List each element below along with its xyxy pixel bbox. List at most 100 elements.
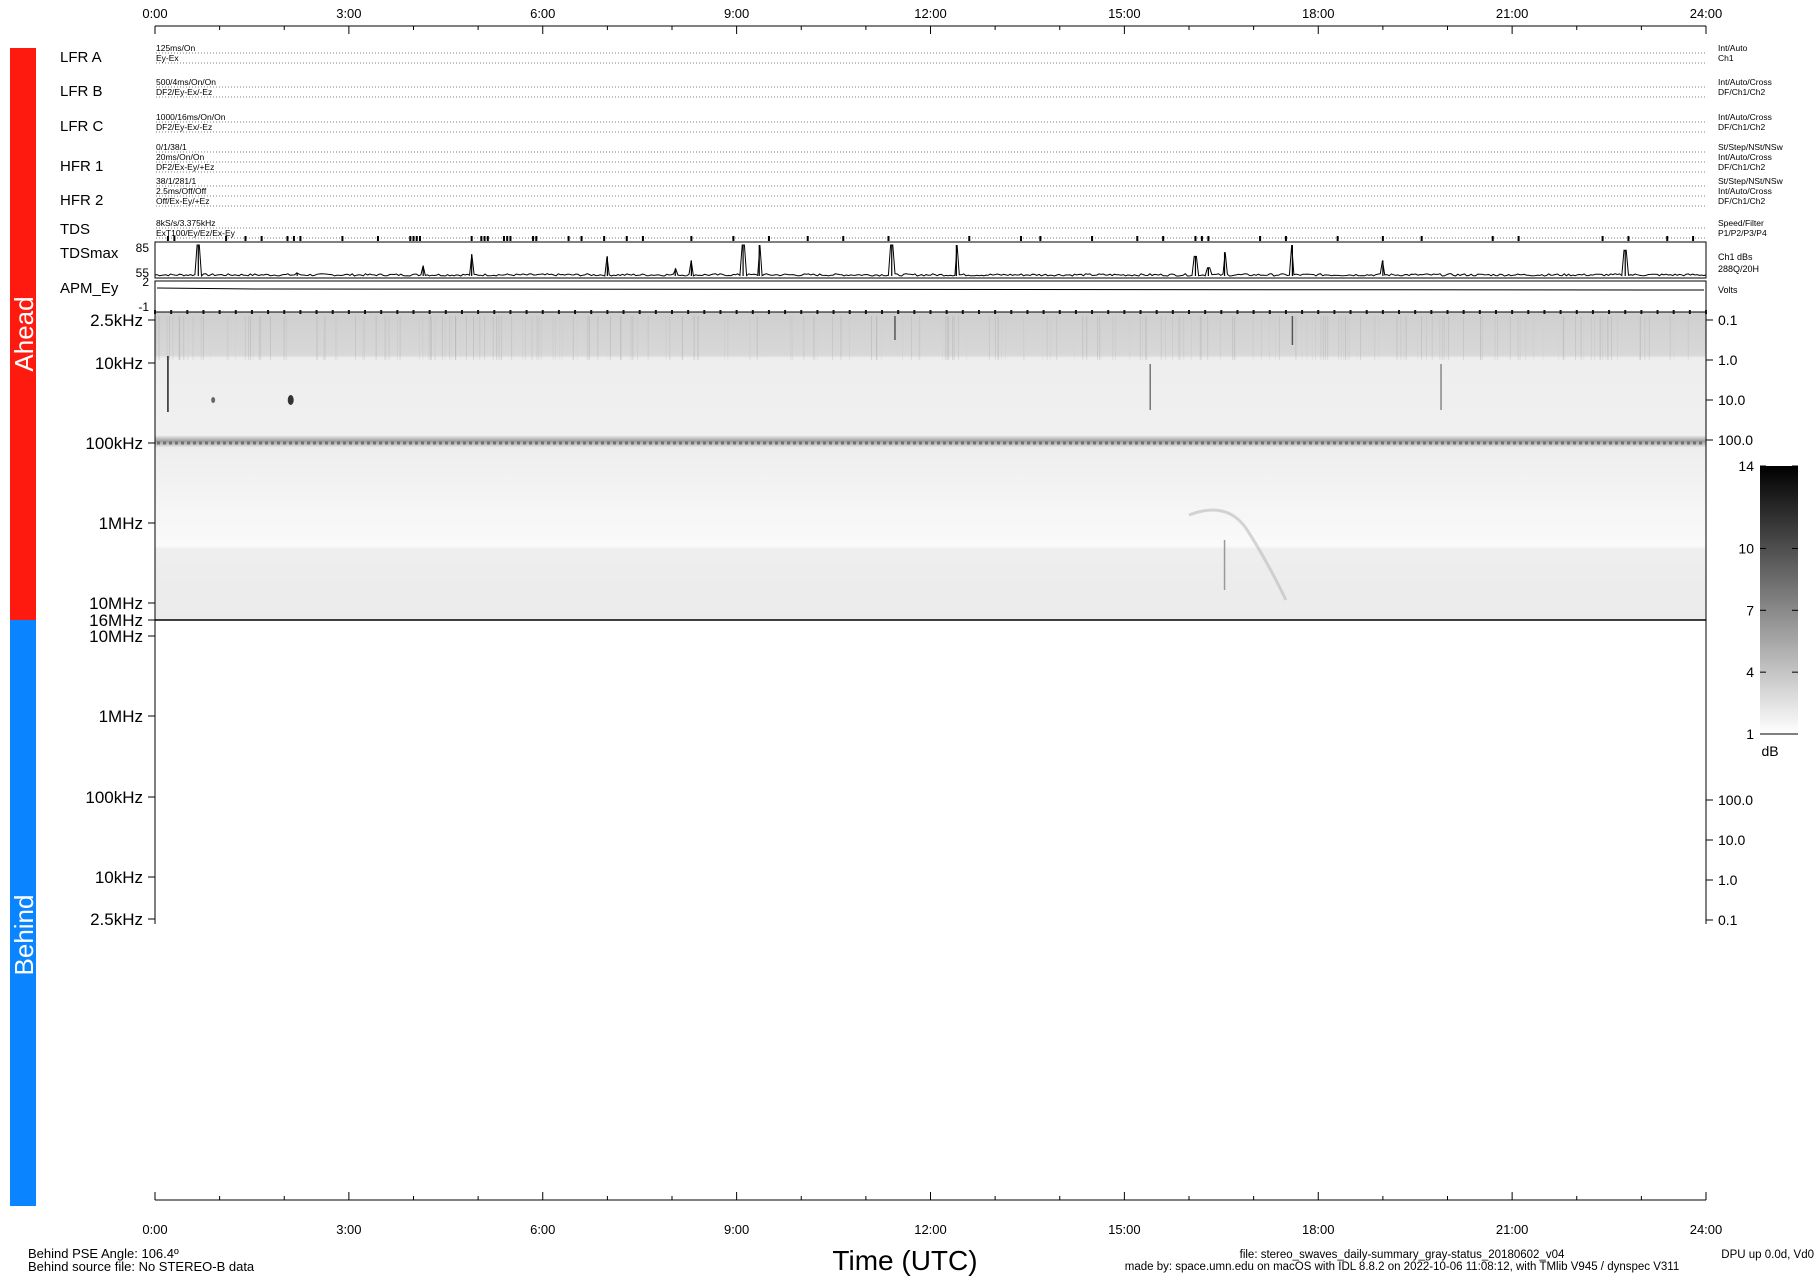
spectrogram-time-mark: [444, 310, 447, 314]
spectrogram-time-mark: [1575, 310, 1578, 314]
spectrogram-time-mark: [1091, 310, 1094, 314]
spectrogram-time-mark: [1705, 310, 1707, 314]
spectrogram-time-mark: [719, 310, 722, 314]
spectrogram-time-mark: [1446, 310, 1449, 314]
tds-event-mark: [412, 236, 415, 241]
top-time-axis: 0:00 3:00 6:00 9:00 12:00 15:00 18:00 21:00 24:0…: [142, 6, 1722, 34]
receiver-right-setting: St/Step/NSt/NSw: [1718, 176, 1784, 186]
receiver-right-setting: Ch1: [1718, 53, 1734, 63]
tds-event-mark: [1207, 236, 1210, 241]
receiver-name: HFR 2: [60, 192, 103, 209]
apm-trace: [156, 287, 1705, 291]
receiver-left-setting: 20ms/On/On: [156, 152, 204, 162]
spectrogram-time-mark: [234, 310, 237, 314]
apm-right-label: Volts: [1718, 285, 1738, 295]
tds-event-mark: [480, 236, 483, 241]
spectrogram-time-mark: [687, 310, 690, 314]
behind-freq-label: 10MHz: [89, 627, 143, 646]
spectrogram-time-mark: [1398, 310, 1401, 314]
receiver-right-setting: Int/Auto/Cross: [1718, 186, 1772, 196]
behind-right-label: 100.0: [1718, 792, 1753, 808]
spectrogram-time-mark: [267, 310, 270, 314]
behind-right-label: 0.1: [1718, 912, 1738, 928]
spectrogram-time-mark: [1010, 310, 1013, 314]
spectrogram-time-mark: [428, 310, 431, 314]
receiver-right-setting: P1/P2/P3/P4: [1718, 228, 1767, 238]
spectrogram-time-mark: [1381, 310, 1384, 314]
tds-event-mark: [1627, 236, 1630, 241]
colorbar-tick-label: 1: [1746, 726, 1754, 742]
tds-event-mark: [806, 236, 809, 241]
top-time-tick-label: 9:00: [724, 6, 749, 21]
ahead-label: Ahead: [9, 296, 39, 371]
tds-event-mark: [299, 236, 302, 241]
footer-pse-angle: Behind PSE Angle: 106.4º: [28, 1246, 179, 1261]
tds-event-mark: [173, 236, 176, 241]
spectrogram-time-mark: [1591, 310, 1594, 314]
ahead-freq-label: 10MHz: [89, 594, 143, 613]
spectrogram-time-mark: [1511, 310, 1514, 314]
spectrogram-time-mark: [250, 310, 253, 314]
tds-event-mark: [244, 236, 247, 241]
top-time-tick-label: 0:00: [142, 6, 167, 21]
spectrogram-time-mark: [1656, 310, 1659, 314]
tdsmax-tick-85: 85: [136, 241, 150, 255]
spectrogram-time-mark: [557, 310, 560, 314]
spectrogram-time-mark: [1220, 310, 1223, 314]
spectrogram-time-mark: [460, 310, 463, 314]
tds-event-marks: [166, 236, 1695, 241]
spectrogram-time-mark: [1188, 310, 1190, 314]
ahead-freq-label: 10kHz: [95, 354, 143, 373]
tds-event-mark: [1284, 236, 1287, 241]
receiver-left-setting: 2.5ms/Off/Off: [156, 186, 207, 196]
receiver-right-setting: Speed/Filter: [1718, 218, 1764, 228]
behind-label: Behind: [9, 895, 39, 976]
tdsmax-right-1: Ch1 dBs: [1718, 252, 1753, 262]
spectrogram-time-mark: [347, 310, 350, 314]
colorbar: 14 10 7 4 1 dB: [1738, 458, 1798, 759]
spectrogram-time-mark: [848, 310, 851, 314]
tds-event-mark: [532, 236, 535, 241]
tds-event-mark: [842, 236, 845, 241]
tds-event-mark: [292, 236, 295, 241]
tds-event-mark: [690, 236, 693, 241]
tds-event-mark: [641, 236, 644, 241]
spectrogram-type3-burst: [1188, 508, 1288, 601]
tds-event-mark: [1091, 236, 1094, 241]
tds-event-mark: [603, 236, 606, 241]
spectrogram-time-mark: [380, 310, 383, 314]
tds-event-mark: [968, 236, 971, 241]
ahead-freq-label: 1MHz: [99, 514, 143, 533]
spectrogram-time-mark: [961, 310, 964, 314]
tds-event-mark: [1194, 236, 1197, 241]
top-time-tick-label: 12:00: [914, 6, 947, 21]
behind-right-axis: 100.0 10.0 1.0 0.1: [1706, 792, 1753, 928]
bottom-time-tick-label: 6:00: [530, 1222, 555, 1237]
tdsmax-label: TDSmax: [60, 245, 119, 262]
receiver-left-setting: DF2/Ey-Ex/-Ez: [156, 87, 212, 97]
tds-event-mark: [580, 236, 583, 241]
receiver-left-setting: 38/1/281/1: [156, 176, 196, 186]
receiver-right-setting: St/Step/NSt/NSw: [1718, 142, 1784, 152]
behind-freq-label: 100kHz: [85, 788, 143, 807]
colorbar-tick-label: 10: [1738, 540, 1754, 556]
receiver-right-setting: DF/Ch1/Ch2: [1718, 196, 1766, 206]
tds-event-mark: [483, 236, 486, 241]
spectrogram-time-mark: [170, 310, 173, 314]
spectrogram-time-mark: [1058, 310, 1061, 314]
ahead-spectrogram-texture: [154, 310, 1707, 601]
spectrogram-time-mark: [509, 310, 512, 314]
spectrogram-time-mark: [202, 310, 205, 314]
receiver-right-setting: DF/Ch1/Ch2: [1718, 122, 1766, 132]
spectrogram-time-mark: [493, 310, 496, 314]
spectrogram-time-mark: [1672, 310, 1675, 314]
spectrogram-time-mark: [751, 310, 754, 314]
spectrogram-time-mark: [218, 310, 221, 314]
spectrogram-time-mark: [154, 310, 156, 314]
footer-dpu: DPU up 0.0d, Vd0: [1721, 1249, 1814, 1261]
spectrogram-time-mark: [784, 310, 787, 314]
spectrogram-time-mark: [864, 310, 867, 314]
receiver-name: TDS: [60, 221, 90, 238]
spectrogram-time-mark: [832, 310, 835, 314]
